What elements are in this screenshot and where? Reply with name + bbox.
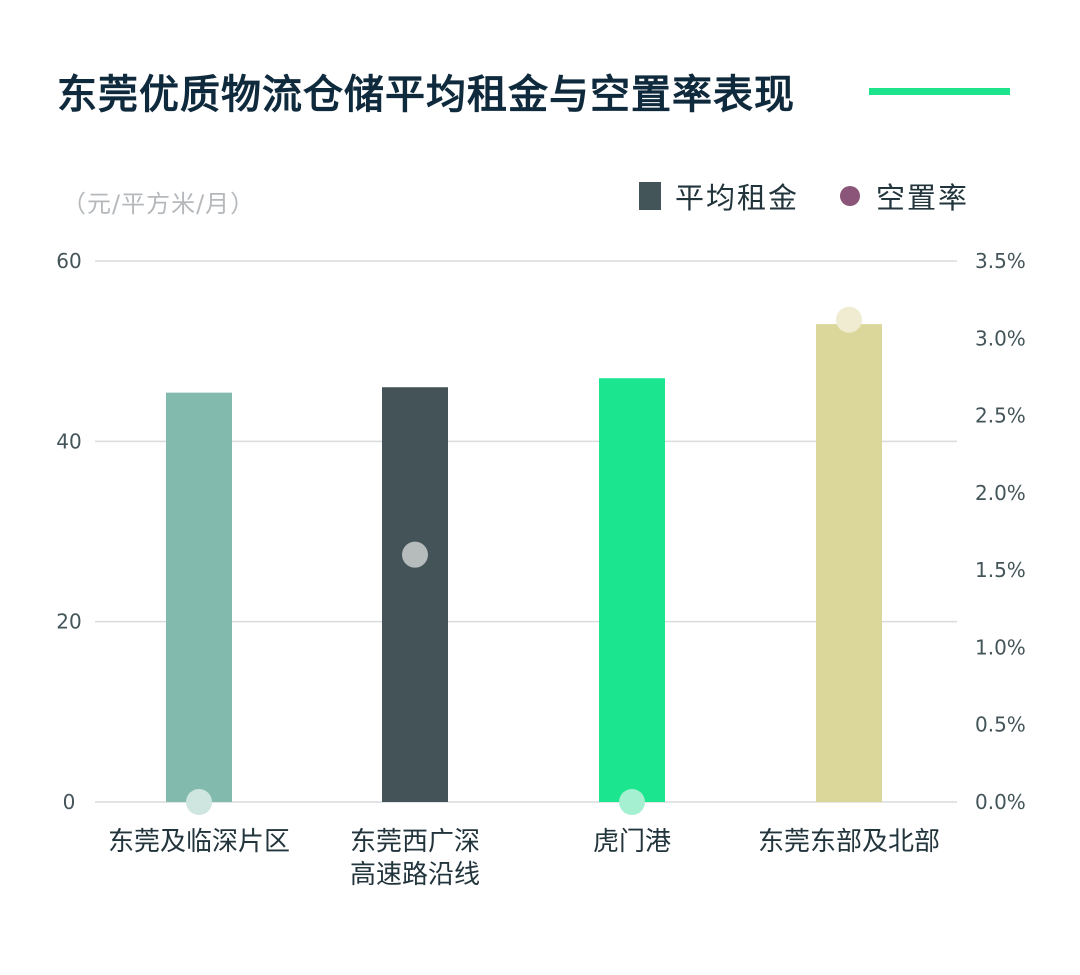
y-left-tick-label: 0 bbox=[63, 790, 76, 814]
bar bbox=[816, 324, 882, 802]
y-right-tick-label: 1.0% bbox=[975, 635, 1026, 659]
vacancy-point bbox=[836, 306, 862, 333]
x-category-label: 高速路沿线 bbox=[350, 860, 480, 890]
vacancy-point bbox=[186, 789, 212, 815]
legend-vacancy-swatch bbox=[840, 186, 860, 206]
title-accent-line bbox=[869, 88, 1010, 95]
x-category-label: 虎门港 bbox=[593, 827, 671, 857]
bar bbox=[166, 392, 232, 802]
bar bbox=[382, 387, 448, 802]
y-right-tick-label: 0.5% bbox=[975, 713, 1026, 737]
y-right-tick-label: 3.5% bbox=[975, 249, 1026, 273]
legend-rent-label: 平均租金 bbox=[675, 181, 800, 215]
y-left-tick-label: 20 bbox=[56, 610, 81, 634]
y-left-tick-label: 40 bbox=[56, 429, 81, 453]
legend-vacancy-label: 空置率 bbox=[876, 181, 970, 215]
legend-rent-swatch bbox=[639, 182, 661, 210]
legend-item-vacancy: 空置率 bbox=[840, 176, 969, 216]
x-category-label: 东莞西广深 bbox=[350, 827, 480, 857]
y-right-tick-label: 2.5% bbox=[975, 404, 1026, 428]
y-right-tick-label: 0.0% bbox=[975, 790, 1026, 814]
x-category-label: 东莞及临深片区 bbox=[108, 827, 290, 857]
legend-item-rent: 平均租金 bbox=[639, 176, 799, 216]
y-right-tick-label: 3.0% bbox=[975, 326, 1026, 350]
y-left-tick-label: 60 bbox=[56, 249, 81, 273]
chart-title: 东莞优质物流仓储平均租金与空置率表现 bbox=[57, 72, 795, 118]
vacancy-point bbox=[402, 541, 428, 568]
vacancy-point bbox=[619, 789, 645, 815]
y-right-tick-label: 2.0% bbox=[975, 481, 1026, 505]
y-right-tick-label: 1.5% bbox=[975, 558, 1026, 582]
x-category-label: 东莞东部及北部 bbox=[758, 827, 940, 857]
y-axis-unit-label: （元/平方米/月） bbox=[62, 190, 256, 218]
bar bbox=[599, 378, 665, 802]
